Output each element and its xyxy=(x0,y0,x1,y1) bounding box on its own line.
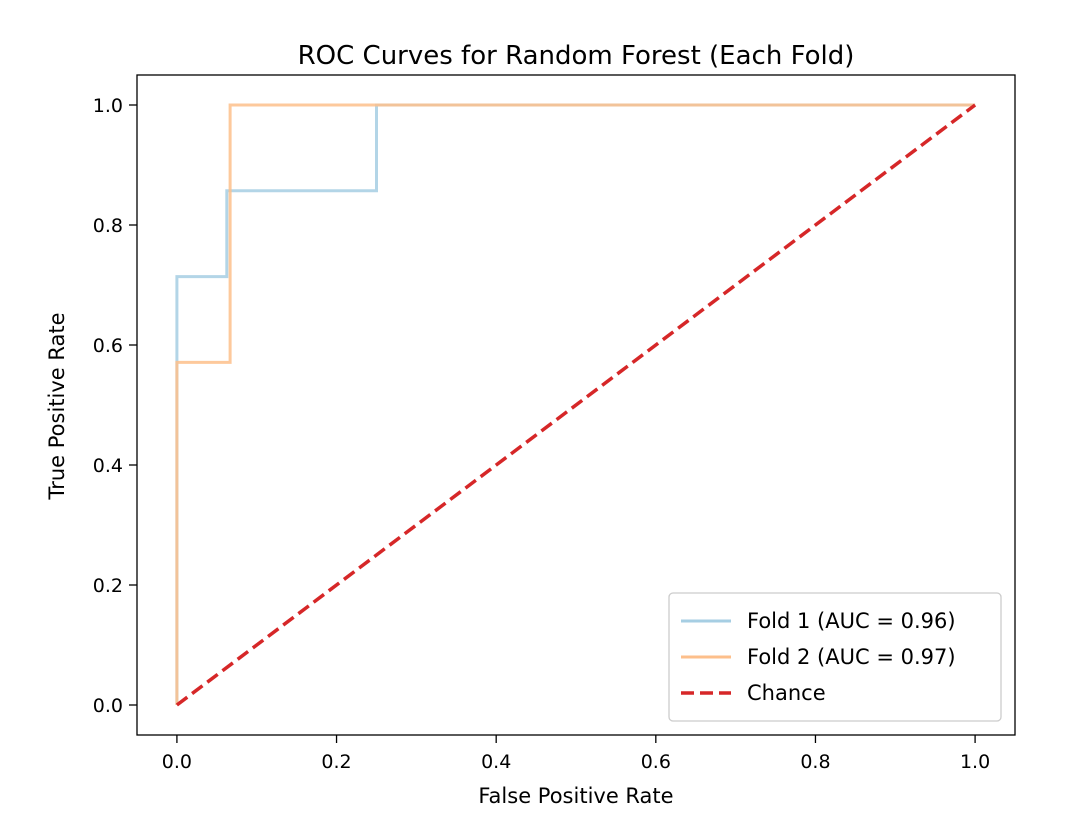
y-tick-label: 1.0 xyxy=(93,95,123,117)
y-axis-label: True Positive Rate xyxy=(45,312,69,500)
x-tick-label: 0.2 xyxy=(321,751,351,773)
y-tick-label: 0.2 xyxy=(93,575,123,597)
y-tick-label: 0.6 xyxy=(93,335,123,357)
legend-label-3: Chance xyxy=(747,681,826,705)
y-tick-label: 0.4 xyxy=(93,455,123,477)
legend-box xyxy=(668,592,1002,722)
legend-label-1: Fold 1 (AUC = 0.96) xyxy=(747,609,956,633)
y-tick-label: 0.0 xyxy=(93,695,123,717)
series-line-3 xyxy=(175,103,977,707)
x-axis-label: False Positive Rate xyxy=(478,784,673,808)
x-tick-label: 1.0 xyxy=(960,751,990,773)
series-line-2 xyxy=(175,103,976,705)
legend: Fold 1 (AUC = 0.96) Fold 2 (AUC = 0.97) Ch… xyxy=(668,592,1002,722)
plot-frame xyxy=(136,74,1016,736)
plot-area: 0.0 0.2 0.4 0.6 0.8 1.0 0.0 0.2 0.4 0.6 0.8 1.0 xyxy=(93,74,1016,773)
x-tick-label: 0.0 xyxy=(162,751,192,773)
x-tick-label: 0.8 xyxy=(800,751,830,773)
x-tick-label: 0.4 xyxy=(481,751,511,773)
x-tick-label: 0.6 xyxy=(641,751,671,773)
legend-label-2: Fold 2 (AUC = 0.97) xyxy=(747,645,956,669)
series-line-1 xyxy=(175,103,976,705)
y-tick-label: 0.8 xyxy=(93,215,123,237)
chart-title: ROC Curves for Random Forest (Each Fold) xyxy=(298,41,855,71)
